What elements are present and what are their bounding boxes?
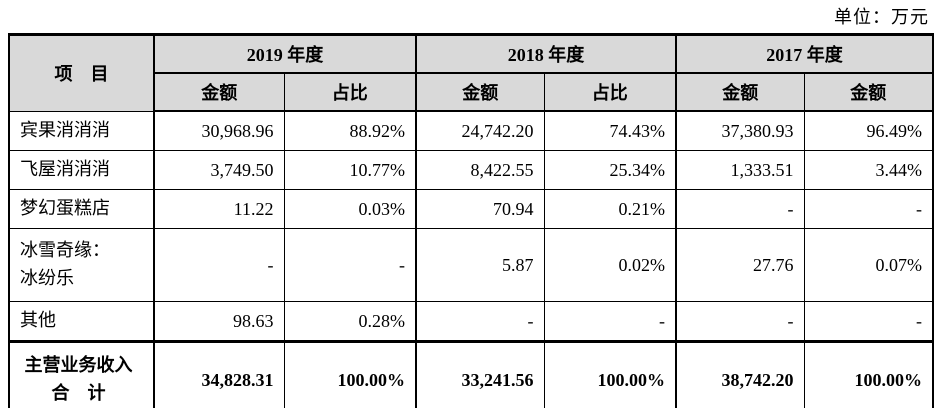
- table-cell: 3,749.50: [153, 150, 285, 190]
- table-cell: -: [675, 301, 805, 342]
- table-total-row: 主营业务收入 合 计 34,828.31 100.00% 33,241.56 1…: [8, 340, 934, 408]
- table-cell: 0.02%: [543, 228, 677, 302]
- table-cell: -: [803, 189, 934, 229]
- table-cell: 8,422.55: [415, 150, 545, 190]
- table-cell: 38,742.20: [675, 340, 805, 408]
- table-cell: 88.92%: [283, 110, 417, 151]
- table-row: 梦幻蛋糕店 11.22 0.03% 70.94 0.21% - -: [8, 189, 934, 229]
- table-cell: 100.00%: [543, 340, 677, 408]
- column-header-2018: 2018 年度: [415, 34, 677, 74]
- table-cell: 37,380.93: [675, 110, 805, 151]
- table-cell: 0.03%: [283, 189, 417, 229]
- subheader-2017-amount-2: 金额: [803, 72, 934, 112]
- table-cell: 100.00%: [283, 340, 417, 408]
- table-cell: 100.00%: [803, 340, 934, 408]
- table-row: 冰雪奇缘： 冰纷乐 - - 5.87 0.02% 27.76 0.07%: [8, 228, 934, 302]
- table-cell: -: [675, 189, 805, 229]
- header-row-years: 项 目 2019 年度 2018 年度 2017 年度: [8, 34, 934, 112]
- subheader-2018-amount: 金额: [415, 72, 545, 112]
- table-cell: 1,333.51: [675, 150, 805, 190]
- table-row: 宾果消消消 30,968.96 88.92% 24,742.20 74.43% …: [8, 110, 934, 151]
- unit-label: 单位：万元: [834, 7, 929, 27]
- table-cell: -: [803, 301, 934, 342]
- table-cell: 5.87: [415, 228, 545, 302]
- revenue-table: 项 目 2019 年度 2018 年度 2017 年度 金额 占比 金额 占比 …: [8, 33, 934, 408]
- row-label: 飞屋消消消: [8, 150, 155, 190]
- total-row-label: 主营业务收入 合 计: [8, 340, 155, 408]
- row-label: 冰雪奇缘： 冰纷乐: [8, 228, 155, 302]
- table-row: 其他 98.63 0.28% - - - -: [8, 301, 934, 342]
- row-label: 梦幻蛋糕店: [8, 189, 155, 229]
- table-cell: 33,241.56: [415, 340, 545, 408]
- table-cell: 10.77%: [283, 150, 417, 190]
- table-cell: 0.28%: [283, 301, 417, 342]
- table-cell: 0.07%: [803, 228, 934, 302]
- table-cell: 24,742.20: [415, 110, 545, 151]
- column-header-2017: 2017 年度: [675, 34, 934, 74]
- column-header-item: 项 目: [8, 34, 155, 112]
- table-cell: 74.43%: [543, 110, 677, 151]
- table-cell: 98.63: [153, 301, 285, 342]
- row-label: 宾果消消消: [8, 110, 155, 151]
- header-row-subcolumns: 金额 占比 金额 占比 金额 金额: [9, 72, 934, 112]
- subheader-2019-ratio: 占比: [283, 72, 417, 112]
- subheader-2018-ratio: 占比: [543, 72, 677, 112]
- table-cell: 3.44%: [803, 150, 934, 190]
- table-row: 飞屋消消消 3,749.50 10.77% 8,422.55 25.34% 1,…: [8, 150, 934, 190]
- table-cell: 34,828.31: [153, 340, 285, 408]
- table-cell: 11.22: [153, 189, 285, 229]
- table-cell: -: [283, 228, 417, 302]
- table-cell: 96.49%: [803, 110, 934, 151]
- column-header-2019: 2019 年度: [153, 34, 417, 74]
- table-cell: -: [153, 228, 285, 302]
- table-cell: 25.34%: [543, 150, 677, 190]
- table-cell: -: [415, 301, 545, 342]
- table-cell: 0.21%: [543, 189, 677, 229]
- row-label: 其他: [8, 301, 155, 342]
- table-cell: 27.76: [675, 228, 805, 302]
- subheader-2019-amount: 金额: [153, 72, 285, 112]
- table-cell: 30,968.96: [153, 110, 285, 151]
- table-cell: -: [543, 301, 677, 342]
- table-cell: 70.94: [415, 189, 545, 229]
- subheader-2017-amount: 金额: [675, 72, 805, 112]
